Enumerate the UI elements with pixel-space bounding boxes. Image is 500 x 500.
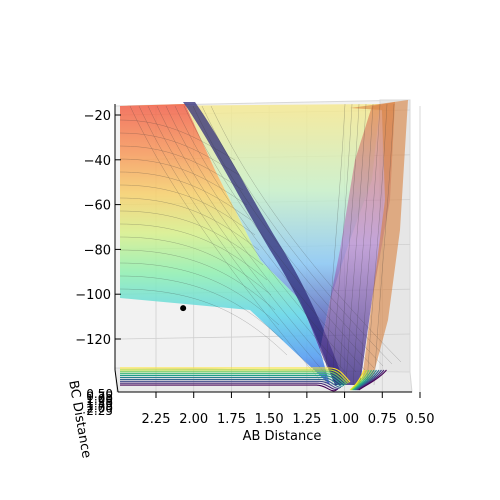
y-tick-label: 1.75: [86, 399, 113, 413]
mesh-line: [119, 275, 284, 341]
mesh-line: [165, 105, 357, 373]
contour-line: [120, 367, 351, 383]
x-tick-label: 0.75: [368, 412, 397, 427]
y-tick-label: 0.75: [86, 389, 113, 403]
contour-line: [120, 371, 348, 385]
mesh-line: [119, 249, 276, 311]
z-tick-label: −100: [75, 288, 111, 303]
contour-line: [357, 369, 385, 391]
contour-line: [351, 369, 370, 391]
x-tick-label: 1.25: [292, 412, 321, 427]
x-tick-label: 1.75: [217, 412, 246, 427]
energy-surface: [119, 100, 408, 386]
mesh-line: [147, 105, 339, 377]
contour-line: [120, 375, 345, 387]
x-tick-label: 2.00: [179, 412, 208, 427]
contour-line: [353, 369, 375, 391]
x-tick-label: 2.25: [142, 412, 171, 427]
mesh-line: [183, 105, 375, 369]
mesh-line: [359, 103, 381, 386]
z-axis-ticks: −20 −40 −60 −80 −100 −120: [75, 109, 121, 348]
x-axis-label: AB Distance: [243, 429, 322, 444]
mesh-line: [373, 103, 395, 386]
contour-line: [356, 369, 382, 391]
x-tick-label: 0.50: [406, 412, 435, 427]
y-tick-label: 1.50: [86, 397, 113, 411]
axis-lines: [114, 104, 412, 393]
mesh-line: [324, 103, 346, 386]
mesh-line: [119, 132, 240, 176]
y-tick-label: 2.25: [86, 404, 113, 418]
y-axis-line: [114, 369, 119, 393]
mesh-line: [210, 105, 402, 363]
surface-right-wall: [320, 102, 395, 385]
mesh-line: [192, 105, 384, 367]
mesh-line: [119, 223, 268, 281]
contour-line: [354, 369, 377, 391]
mesh-line: [345, 103, 367, 386]
contour-line: [349, 369, 365, 391]
y-tick-label: 1.00: [86, 392, 113, 406]
mesh-line: [119, 210, 264, 266]
y-tick-label: 1.25: [86, 394, 113, 408]
x-tick-label: 1.50: [255, 412, 284, 427]
surface-mesh-lines: [119, 103, 402, 386]
mesh-line: [119, 158, 248, 206]
z-tick-label: −120: [75, 333, 111, 348]
floor-contours: [120, 367, 387, 392]
mesh-line: [366, 103, 388, 386]
mesh-line: [119, 145, 244, 191]
mesh-line: [138, 105, 330, 379]
contour-line: [120, 382, 339, 391]
mesh-line: [201, 105, 393, 365]
contour-line: [120, 378, 342, 388]
z-tick-label: −20: [84, 109, 111, 124]
mesh-line: [338, 103, 360, 386]
mesh-line: [119, 236, 272, 296]
contour-line: [355, 369, 380, 391]
x-tick-label: 1.00: [330, 412, 359, 427]
marked-point: [180, 305, 187, 312]
surface-plateau: [120, 104, 380, 350]
y-tick-label: 0.50: [86, 387, 113, 401]
mesh-line: [331, 103, 353, 386]
y-tick-label: 2.00: [86, 401, 113, 415]
surface-far-ridge: [350, 100, 408, 380]
contour-line: [120, 373, 346, 386]
contour-line: [120, 376, 343, 388]
z-tick-label: −40: [84, 154, 111, 169]
x-axis-ticks: 2.25 2.00 1.75 1.50 1.25 1.00 0.75 0.50: [142, 392, 435, 427]
contour-line: [120, 380, 340, 389]
mesh-line: [119, 288, 288, 356]
contour-line: [352, 369, 372, 391]
contour-line: [120, 369, 349, 384]
contour-line: [350, 369, 368, 391]
mesh-line: [119, 119, 236, 161]
z-tick-label: −60: [84, 199, 111, 214]
mesh-line: [352, 103, 374, 386]
y-axis-ticks: 0.500.751.001.251.501.752.002.25: [86, 387, 113, 418]
mesh-line: [119, 184, 256, 236]
mesh-line: [119, 197, 260, 251]
surface-left-wall: [120, 104, 330, 385]
mesh-line: [156, 105, 348, 375]
contour-line: [120, 384, 337, 392]
z-tick-label: −80: [84, 243, 111, 258]
mesh-line: [119, 171, 252, 221]
contour-line: [358, 369, 387, 391]
mesh-line: [129, 105, 321, 381]
mesh-line: [174, 105, 366, 371]
mesh-line: [119, 262, 280, 326]
